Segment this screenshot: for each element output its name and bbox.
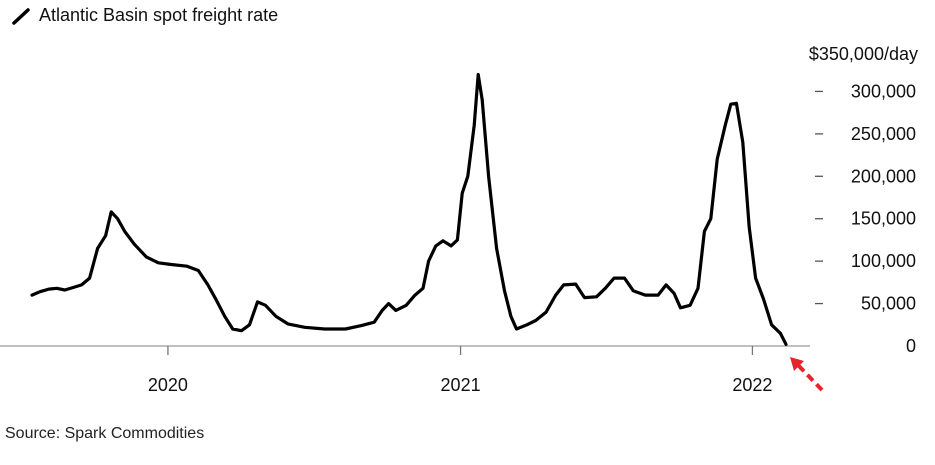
legend-label: Atlantic Basin spot freight rate	[39, 5, 279, 25]
x-tick-label: 2022	[732, 375, 772, 395]
annotation-arrow-shaft	[795, 362, 824, 392]
y-tick-label: 200,000	[851, 166, 916, 186]
y-tick-label: 50,000	[861, 294, 916, 314]
x-axis-ticks: 2020 2021 2022	[148, 346, 772, 395]
annotation-arrow-head	[790, 357, 805, 371]
x-tick-label: 2020	[148, 375, 188, 395]
series-layer	[30, 72, 788, 346]
legend-line-icon	[12, 7, 30, 25]
y-tick-label: 0	[906, 336, 916, 356]
series-line	[30, 72, 788, 346]
legend: Atlantic Basin spot freight rate	[10, 5, 278, 26]
y-tick-label: 100,000	[851, 251, 916, 271]
annotation-arrow	[790, 357, 824, 392]
x-tick-label: 2021	[441, 375, 481, 395]
y-tick-label: 300,000	[851, 81, 916, 101]
y-tick-label: 250,000	[851, 124, 916, 144]
y-axis-ticks: 0 50,000 100,000 150,000 200,000 250,000 300,0…	[815, 81, 916, 356]
y-tick-label: 150,000	[851, 209, 916, 229]
source-note: Source: Spark Commodities	[5, 425, 205, 442]
y-axis-unit-label: $350,000/day	[809, 44, 918, 64]
